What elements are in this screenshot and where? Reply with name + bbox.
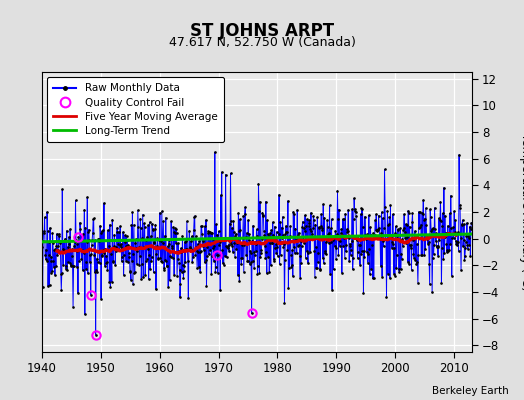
Y-axis label: Temperature Anomaly (°C): Temperature Anomaly (°C) [519,133,524,291]
Text: ST JOHNS ARPT: ST JOHNS ARPT [190,22,334,40]
Text: Berkeley Earth: Berkeley Earth [432,386,508,396]
Text: 47.617 N, 52.750 W (Canada): 47.617 N, 52.750 W (Canada) [169,36,355,49]
Legend: Raw Monthly Data, Quality Control Fail, Five Year Moving Average, Long-Term Tren: Raw Monthly Data, Quality Control Fail, … [47,77,224,142]
